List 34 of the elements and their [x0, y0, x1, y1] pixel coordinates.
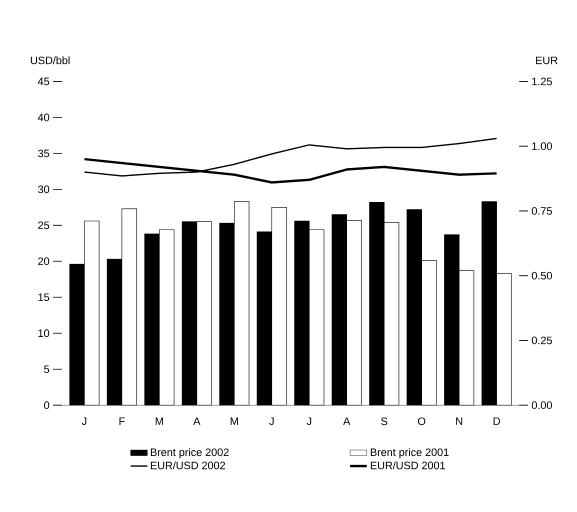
- x-tick-label: J: [269, 417, 274, 425]
- y-tick-label: 45: [38, 78, 50, 86]
- legend-label: EUR/USD 2002: [150, 461, 226, 470]
- y2-axis-title: EUR: [536, 56, 558, 64]
- y-tick-label: 30: [38, 185, 50, 194]
- y-tick-label: 5: [44, 365, 50, 373]
- legend-label: Brent price 2001: [370, 448, 449, 458]
- y-tick-label: 40: [38, 114, 50, 122]
- y2-tick-label: 1.25: [532, 78, 552, 86]
- y2-tick-label: 0.00: [532, 401, 552, 409]
- y-tick-label: 15: [38, 293, 50, 301]
- legend-label: Brent price 2002: [150, 448, 229, 458]
- y-axis-title: USD/bbl: [30, 56, 70, 64]
- x-tick-label: D: [494, 417, 500, 425]
- x-tick-label: F: [119, 417, 125, 425]
- x-tick-label: J: [306, 417, 312, 425]
- x-tick-label: M: [230, 417, 238, 425]
- y2-tick-label: 0.50: [532, 272, 552, 280]
- x-tick-label: J: [82, 417, 86, 425]
- legend-label: EUR/USD 2001: [370, 461, 445, 470]
- y-tick-label: 20: [38, 257, 50, 266]
- y-tick-label: 25: [38, 221, 50, 230]
- x-tick-label: M: [156, 417, 163, 425]
- y2-tick-label: 0.25: [532, 336, 552, 344]
- x-tick-label: S: [381, 417, 388, 426]
- y-tick-label: 10: [38, 329, 50, 337]
- x-tick-label: A: [193, 417, 200, 425]
- y2-tick-label: 0.75: [532, 207, 552, 215]
- y-tick-label: 35: [38, 150, 50, 158]
- x-tick-label: A: [343, 417, 350, 425]
- y2-tick-label: 1.00: [532, 142, 552, 150]
- y-tick-label: 0: [44, 401, 50, 409]
- x-tick-label: N: [456, 417, 462, 425]
- x-tick-label: O: [418, 417, 426, 426]
